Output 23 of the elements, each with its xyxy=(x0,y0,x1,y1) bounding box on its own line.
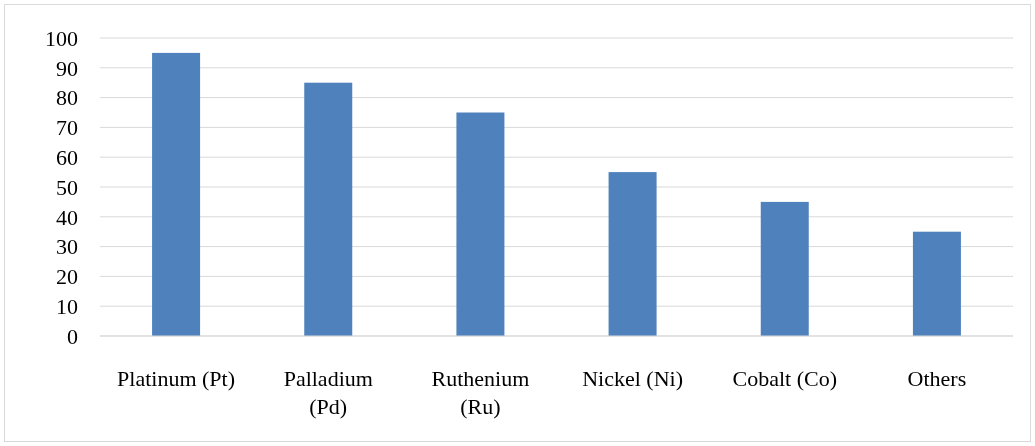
y-tick-label: 30 xyxy=(56,234,78,260)
bar xyxy=(456,112,505,336)
bar xyxy=(760,201,809,336)
y-tick-label: 70 xyxy=(56,115,78,141)
y-tick-label: 80 xyxy=(56,85,78,111)
y-tick-label: 20 xyxy=(56,264,78,290)
bar xyxy=(304,82,353,336)
x-tick-label: Nickel (Ni) xyxy=(582,366,683,391)
y-tick-label: 90 xyxy=(56,55,78,81)
bar xyxy=(912,231,961,336)
y-tick-label: 0 xyxy=(67,323,78,349)
y-tick-label: 60 xyxy=(56,144,78,170)
x-tick-label: Platinum (Pt) xyxy=(117,366,236,391)
y-tick-label: 50 xyxy=(56,174,78,200)
y-tick-label: 100 xyxy=(45,25,78,51)
y-tick-label: 40 xyxy=(56,204,78,230)
bar xyxy=(608,172,657,336)
y-tick-label: 10 xyxy=(56,293,78,319)
x-tick-label: Palladium (Pd) xyxy=(283,366,373,419)
x-tick-label: Ruthenium (Ru) xyxy=(431,366,530,419)
x-tick-label: Others xyxy=(907,366,967,391)
x-tick-label: Cobalt (Co) xyxy=(732,366,837,391)
bar xyxy=(152,52,201,336)
